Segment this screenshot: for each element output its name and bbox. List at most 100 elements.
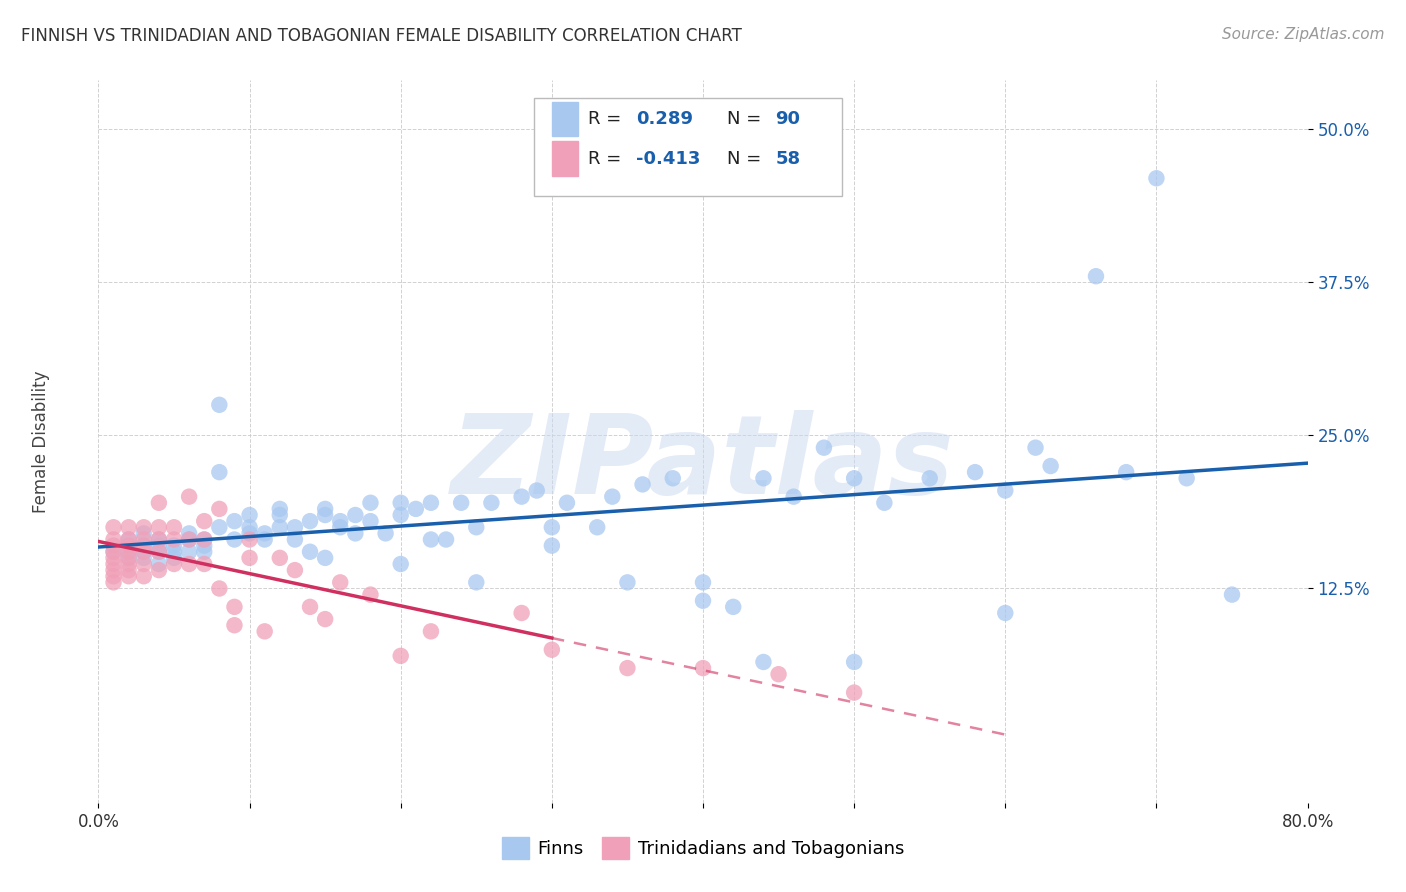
Point [132,550,155,565]
Point [193,539,215,553]
Point [103,550,125,565]
Point [253,526,276,541]
Point [329,575,352,590]
Point [692,575,714,590]
Point [389,508,412,522]
Point [103,545,125,559]
Point [224,599,246,614]
Point [132,533,155,547]
Point [269,508,291,522]
Point [179,533,201,547]
Point [616,661,638,675]
Point [314,508,336,522]
Point [148,533,170,547]
Point [314,502,336,516]
Point [118,557,141,571]
Point [661,471,683,485]
Point [389,557,412,571]
Point [118,539,141,553]
Point [465,575,488,590]
Point [132,539,155,553]
Point [768,667,790,681]
Point [284,533,307,547]
Text: FINNISH VS TRINIDADIAN AND TOBAGONIAN FEMALE DISABILITY CORRELATION CHART: FINNISH VS TRINIDADIAN AND TOBAGONIAN FE… [21,27,742,45]
Point [299,545,322,559]
Point [132,557,155,571]
Point [148,563,170,577]
Point [752,655,775,669]
Point [873,496,896,510]
Point [540,539,562,553]
Point [540,520,562,534]
Point [269,502,291,516]
Point [510,606,533,620]
Point [994,606,1017,620]
Point [163,550,186,565]
Point [163,557,186,571]
Point [1144,171,1167,186]
Text: ZIPatlas: ZIPatlas [451,409,955,516]
Text: 90: 90 [776,110,800,128]
Point [118,533,141,547]
Point [148,557,170,571]
Point [239,526,262,541]
Point [269,520,291,534]
Point [103,520,125,534]
Point [965,465,987,479]
Point [918,471,941,485]
Point [179,545,201,559]
Point [1039,458,1062,473]
Point [389,496,412,510]
Point [148,533,170,547]
Point [193,533,215,547]
Point [132,520,155,534]
Point [118,533,141,547]
Point [193,545,215,559]
Text: N =: N = [727,110,768,128]
Point [994,483,1017,498]
Point [118,563,141,577]
Point [103,557,125,571]
Point [224,618,246,632]
Point [148,496,170,510]
Point [374,526,396,541]
Point [132,569,155,583]
Point [602,490,624,504]
Point [434,533,457,547]
Point [118,520,141,534]
Point [389,648,412,663]
Point [314,550,336,565]
Point [360,514,382,528]
Point [208,582,231,596]
Text: R =: R = [588,150,627,168]
Point [329,514,352,528]
Text: N =: N = [727,150,768,168]
Point [118,545,141,559]
Point [163,539,186,553]
Point [284,520,307,534]
Point [193,557,215,571]
Point [163,545,186,559]
Point [526,483,548,498]
Point [692,661,714,675]
Point [208,398,231,412]
Point [239,508,262,522]
Point [103,539,125,553]
Point [420,496,443,510]
Text: R =: R = [588,110,627,128]
Point [1085,269,1108,284]
Point [132,526,155,541]
Point [752,471,775,485]
Point [284,563,307,577]
Point [1024,441,1046,455]
Point [118,550,141,565]
Point [420,624,443,639]
Point [239,520,262,534]
Point [420,533,443,547]
Point [555,496,578,510]
Text: 0.289: 0.289 [637,110,693,128]
FancyBboxPatch shape [534,98,842,196]
Point [224,514,246,528]
Point [118,545,141,559]
Point [510,490,533,504]
